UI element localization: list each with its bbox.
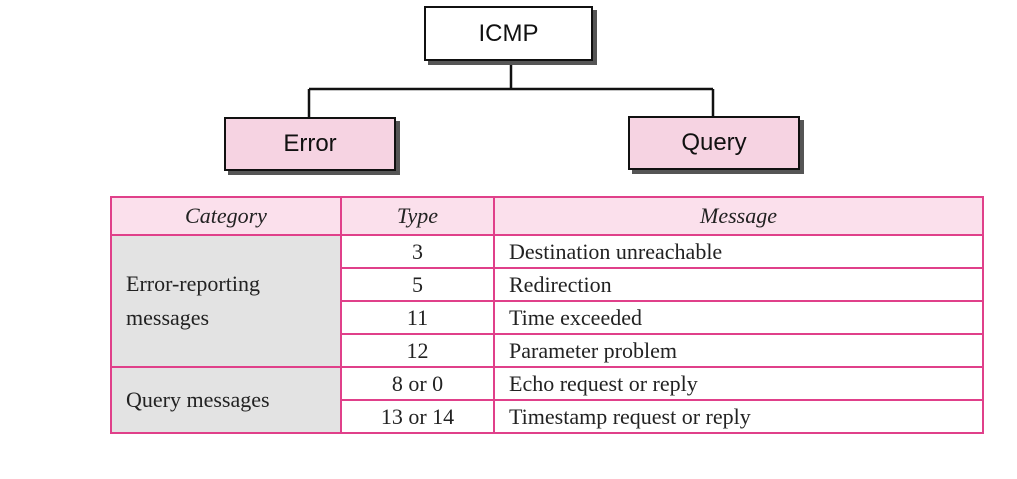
icmp-root-node: ICMP — [424, 6, 593, 61]
query-node-label: Query — [681, 129, 747, 156]
table-row: Error-reporting messages 3 Destination u… — [110, 234, 984, 368]
type-cell: 11 — [340, 300, 495, 335]
query-node: Query — [628, 116, 800, 170]
error-node-label: Error — [283, 130, 337, 157]
message-cell: Destination unreachable — [493, 234, 984, 269]
table-row: Query messages 8 or 0 Echo request or re… — [110, 366, 984, 434]
type-cell: 13 or 14 — [340, 399, 495, 434]
table-row: 11 Time exceeded — [111, 300, 984, 335]
header-type: Type — [340, 196, 495, 236]
type-cell: 12 — [340, 333, 495, 368]
message-cell: Redirection — [493, 267, 984, 302]
table-row: 12 Parameter problem — [111, 333, 984, 368]
message-cell: Time exceeded — [493, 300, 984, 335]
message-cell: Timestamp request or reply — [493, 399, 984, 434]
message-cell: Parameter problem — [493, 333, 984, 368]
header-category: Category — [110, 196, 342, 236]
table-row: 13 or 14 Timestamp request or reply — [111, 399, 984, 434]
icmp-root-label: ICMP — [478, 19, 539, 47]
type-cell: 5 — [340, 267, 495, 302]
table-header-row: Category Type Message — [110, 196, 984, 236]
category-error-reporting: Error-reporting messages — [110, 234, 342, 368]
message-cell: Echo request or reply — [493, 366, 984, 401]
table-row: 5 Redirection — [111, 267, 984, 302]
error-node: Error — [224, 117, 396, 171]
type-cell: 8 or 0 — [340, 366, 495, 401]
header-message: Message — [493, 196, 984, 236]
type-cell: 3 — [340, 234, 495, 269]
category-query: Query messages — [110, 366, 342, 434]
icmp-message-table: Category Type Message Error-reporting me… — [110, 196, 984, 434]
